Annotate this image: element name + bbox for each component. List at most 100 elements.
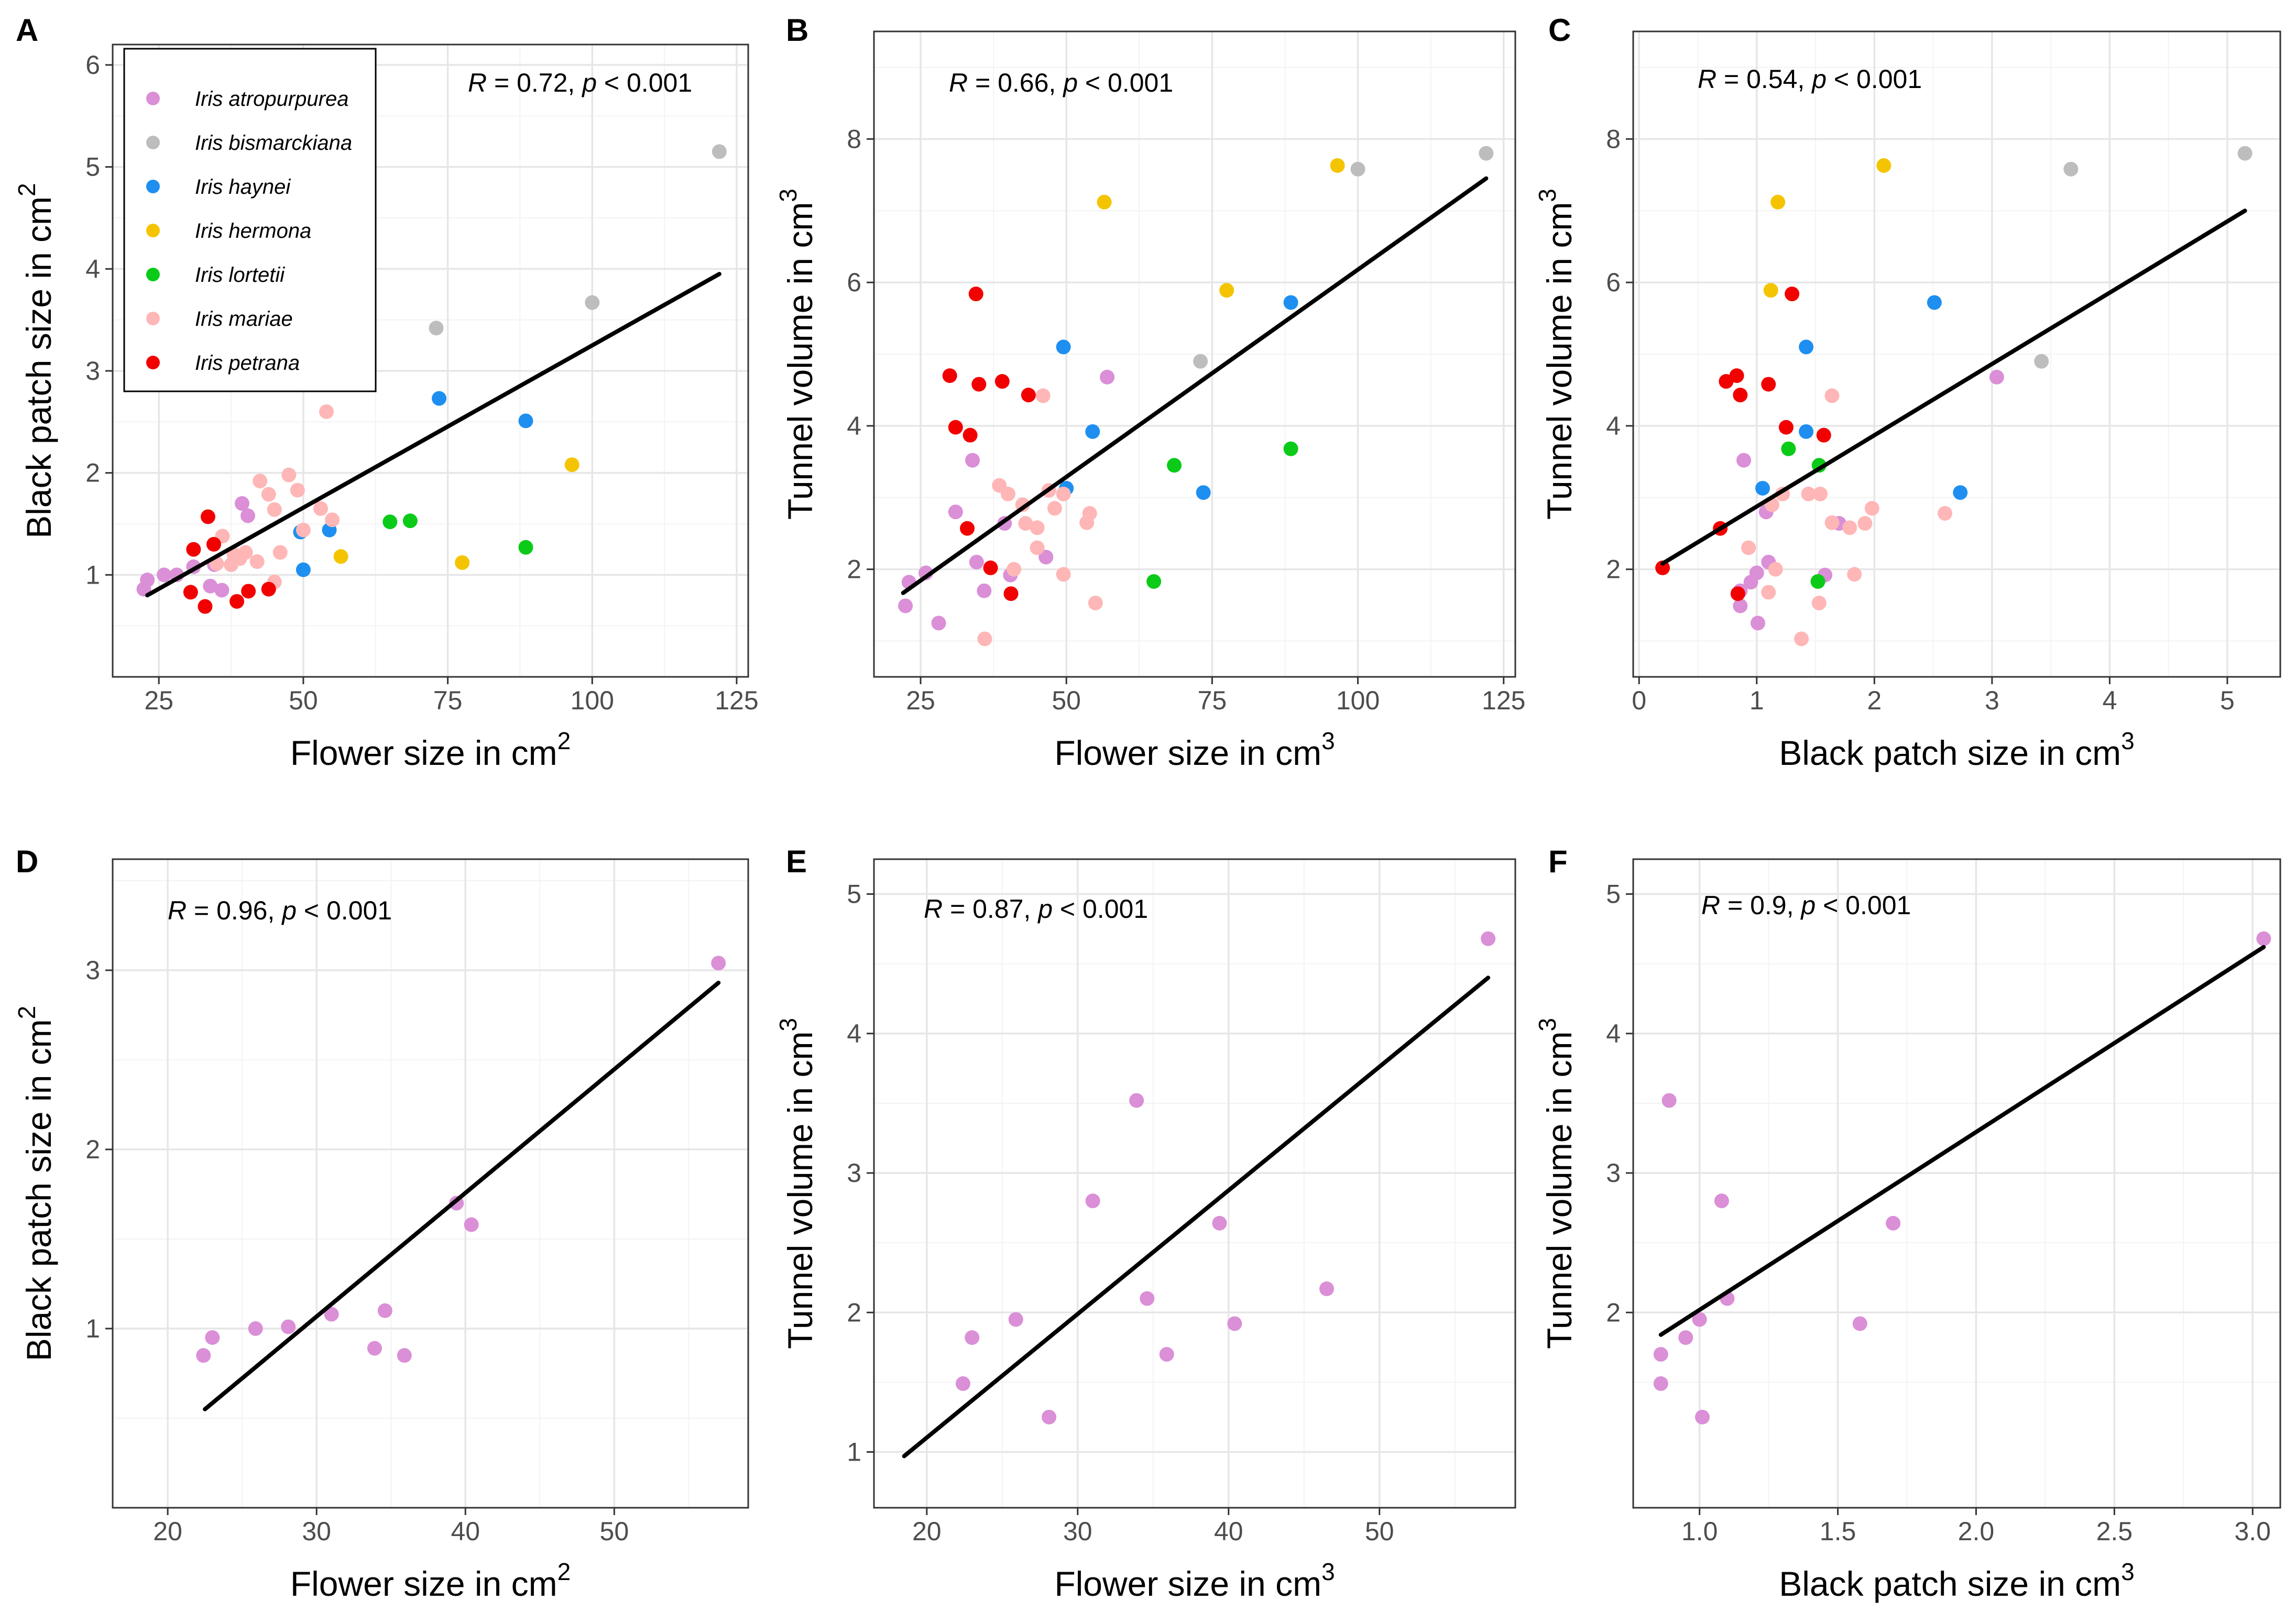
data-point-atro [1749,565,1764,580]
y-tick-label: 4 [1606,411,1621,441]
correlation-annotation: R = 0.54, p < 0.001 [1698,64,1922,94]
data-point-atro [1481,931,1496,946]
data-point-petr [1785,287,1800,302]
data-point-petr [261,582,276,597]
data-point-petr [206,536,221,552]
data-point-mari [1056,486,1071,501]
r-value: = 0.87, [943,894,1038,924]
x-tick-label: 1 [1750,686,1764,715]
data-point-petr [968,287,983,302]
legend-label-bism: Iris bismarckiana [195,131,352,155]
y-axis-title-exponent: 3 [774,1018,802,1032]
x-axis-title: Flower size in cm2 [290,1558,571,1603]
data-point-lort [1146,574,1162,589]
data-point-mari [281,467,297,482]
data-point-bism [2034,354,2049,369]
data-point-atro [1008,1312,1023,1327]
data-point-atro [1129,1093,1144,1108]
data-point-bism [585,295,600,310]
x-tick-label: 75 [433,686,463,715]
x-axis-title-exponent: 2 [557,727,571,754]
x-axis-title: Black patch size in cm3 [1779,727,2135,772]
x-tick-label: 0 [1632,686,1646,715]
data-point-mari [1824,388,1840,403]
data-point-atro [711,956,726,971]
data-point-atro [1736,453,1752,468]
panel-letter: F [1548,844,1568,879]
data-point-mari [1801,486,1816,501]
y-tick-label: 5 [847,880,861,909]
data-point-lort [402,513,418,529]
data-point-petr [994,374,1010,389]
r-symbol: R [168,896,187,925]
r-symbol: R [1698,64,1716,94]
data-point-mari [290,482,305,498]
y-tick-label: 1 [85,560,100,589]
x-axis-title-text: Black patch size in cm [1779,1564,2121,1603]
x-tick-label: 75 [1198,686,1227,715]
y-tick-label: 8 [847,124,861,153]
y-tick-label: 2 [847,1298,861,1327]
data-point-mari [1018,516,1033,531]
r-symbol: R [468,68,487,97]
legend-box [123,48,377,392]
x-tick-label: 3 [1985,686,1999,715]
y-axis-title-exponent: 2 [13,183,40,196]
panel-border [112,43,749,678]
data-point-petr [183,585,198,600]
y-tick-label: 5 [85,152,100,182]
data-point-hayn [1927,295,1942,310]
x-tick-label: 50 [1365,1517,1394,1546]
y-tick-label: 6 [847,268,861,297]
data-point-herm [1876,158,1892,173]
y-axis-title-text: Tunnel volume in cm [1540,1032,1579,1349]
data-point-mari [313,501,328,516]
y-axis-title-text: Black patch size in cm [19,1019,58,1361]
y-axis-title-text: Tunnel volume in cm [1540,202,1579,520]
data-point-mari [1007,562,1022,577]
x-axis-title-exponent: 2 [557,1558,571,1585]
data-point-herm [1097,194,1112,210]
p-value: < 0.001 [1053,894,1148,924]
plot-area [898,146,1494,646]
x-tick-label: 40 [451,1517,480,1546]
y-tick-label: 1 [847,1438,861,1467]
legend-label-atro: Iris atropurpurea [195,87,348,111]
r-value: = 0.72, [487,68,582,97]
data-point-atro [1714,1193,1729,1209]
data-point-atro [977,583,992,598]
x-tick-label: 5 [2220,686,2235,715]
data-point-mari [267,502,282,517]
data-point-atro [2256,931,2271,946]
y-tick-label: 8 [1606,124,1621,153]
data-point-mari [1864,501,1879,516]
panel-letter: E [786,844,807,879]
legend-key-atro [146,92,160,105]
plot-area [136,144,727,614]
data-point-mari [253,474,268,489]
regression-line [901,176,1489,595]
data-point-atro [1319,1281,1334,1297]
y-axis-title-text: Black patch size in cm [19,196,58,539]
y-tick-label: 4 [847,1019,861,1048]
data-point-petr [186,542,201,557]
y-tick-label: 4 [85,254,100,283]
x-tick-label: 3.0 [2234,1517,2271,1546]
x-axis-title: Black patch size in cm3 [1779,1558,2135,1603]
data-point-mari [261,487,276,502]
regression-line [1660,209,2247,566]
data-point-atro [157,567,172,583]
x-tick-label: 100 [1336,686,1380,715]
y-axis-title-exponent: 3 [1534,1018,1561,1032]
panel-border [1632,30,2281,678]
y-tick-label: 6 [1606,268,1621,297]
x-tick-label: 50 [289,686,318,715]
data-point-atro [965,453,980,468]
data-point-atro [1653,1376,1668,1391]
data-point-atro [1886,1215,1901,1231]
y-tick-label: 3 [847,1158,861,1188]
data-point-atro [1694,1409,1710,1424]
r-symbol: R [1701,891,1720,920]
data-point-hayn [1085,424,1100,439]
data-point-lort [1283,441,1298,456]
